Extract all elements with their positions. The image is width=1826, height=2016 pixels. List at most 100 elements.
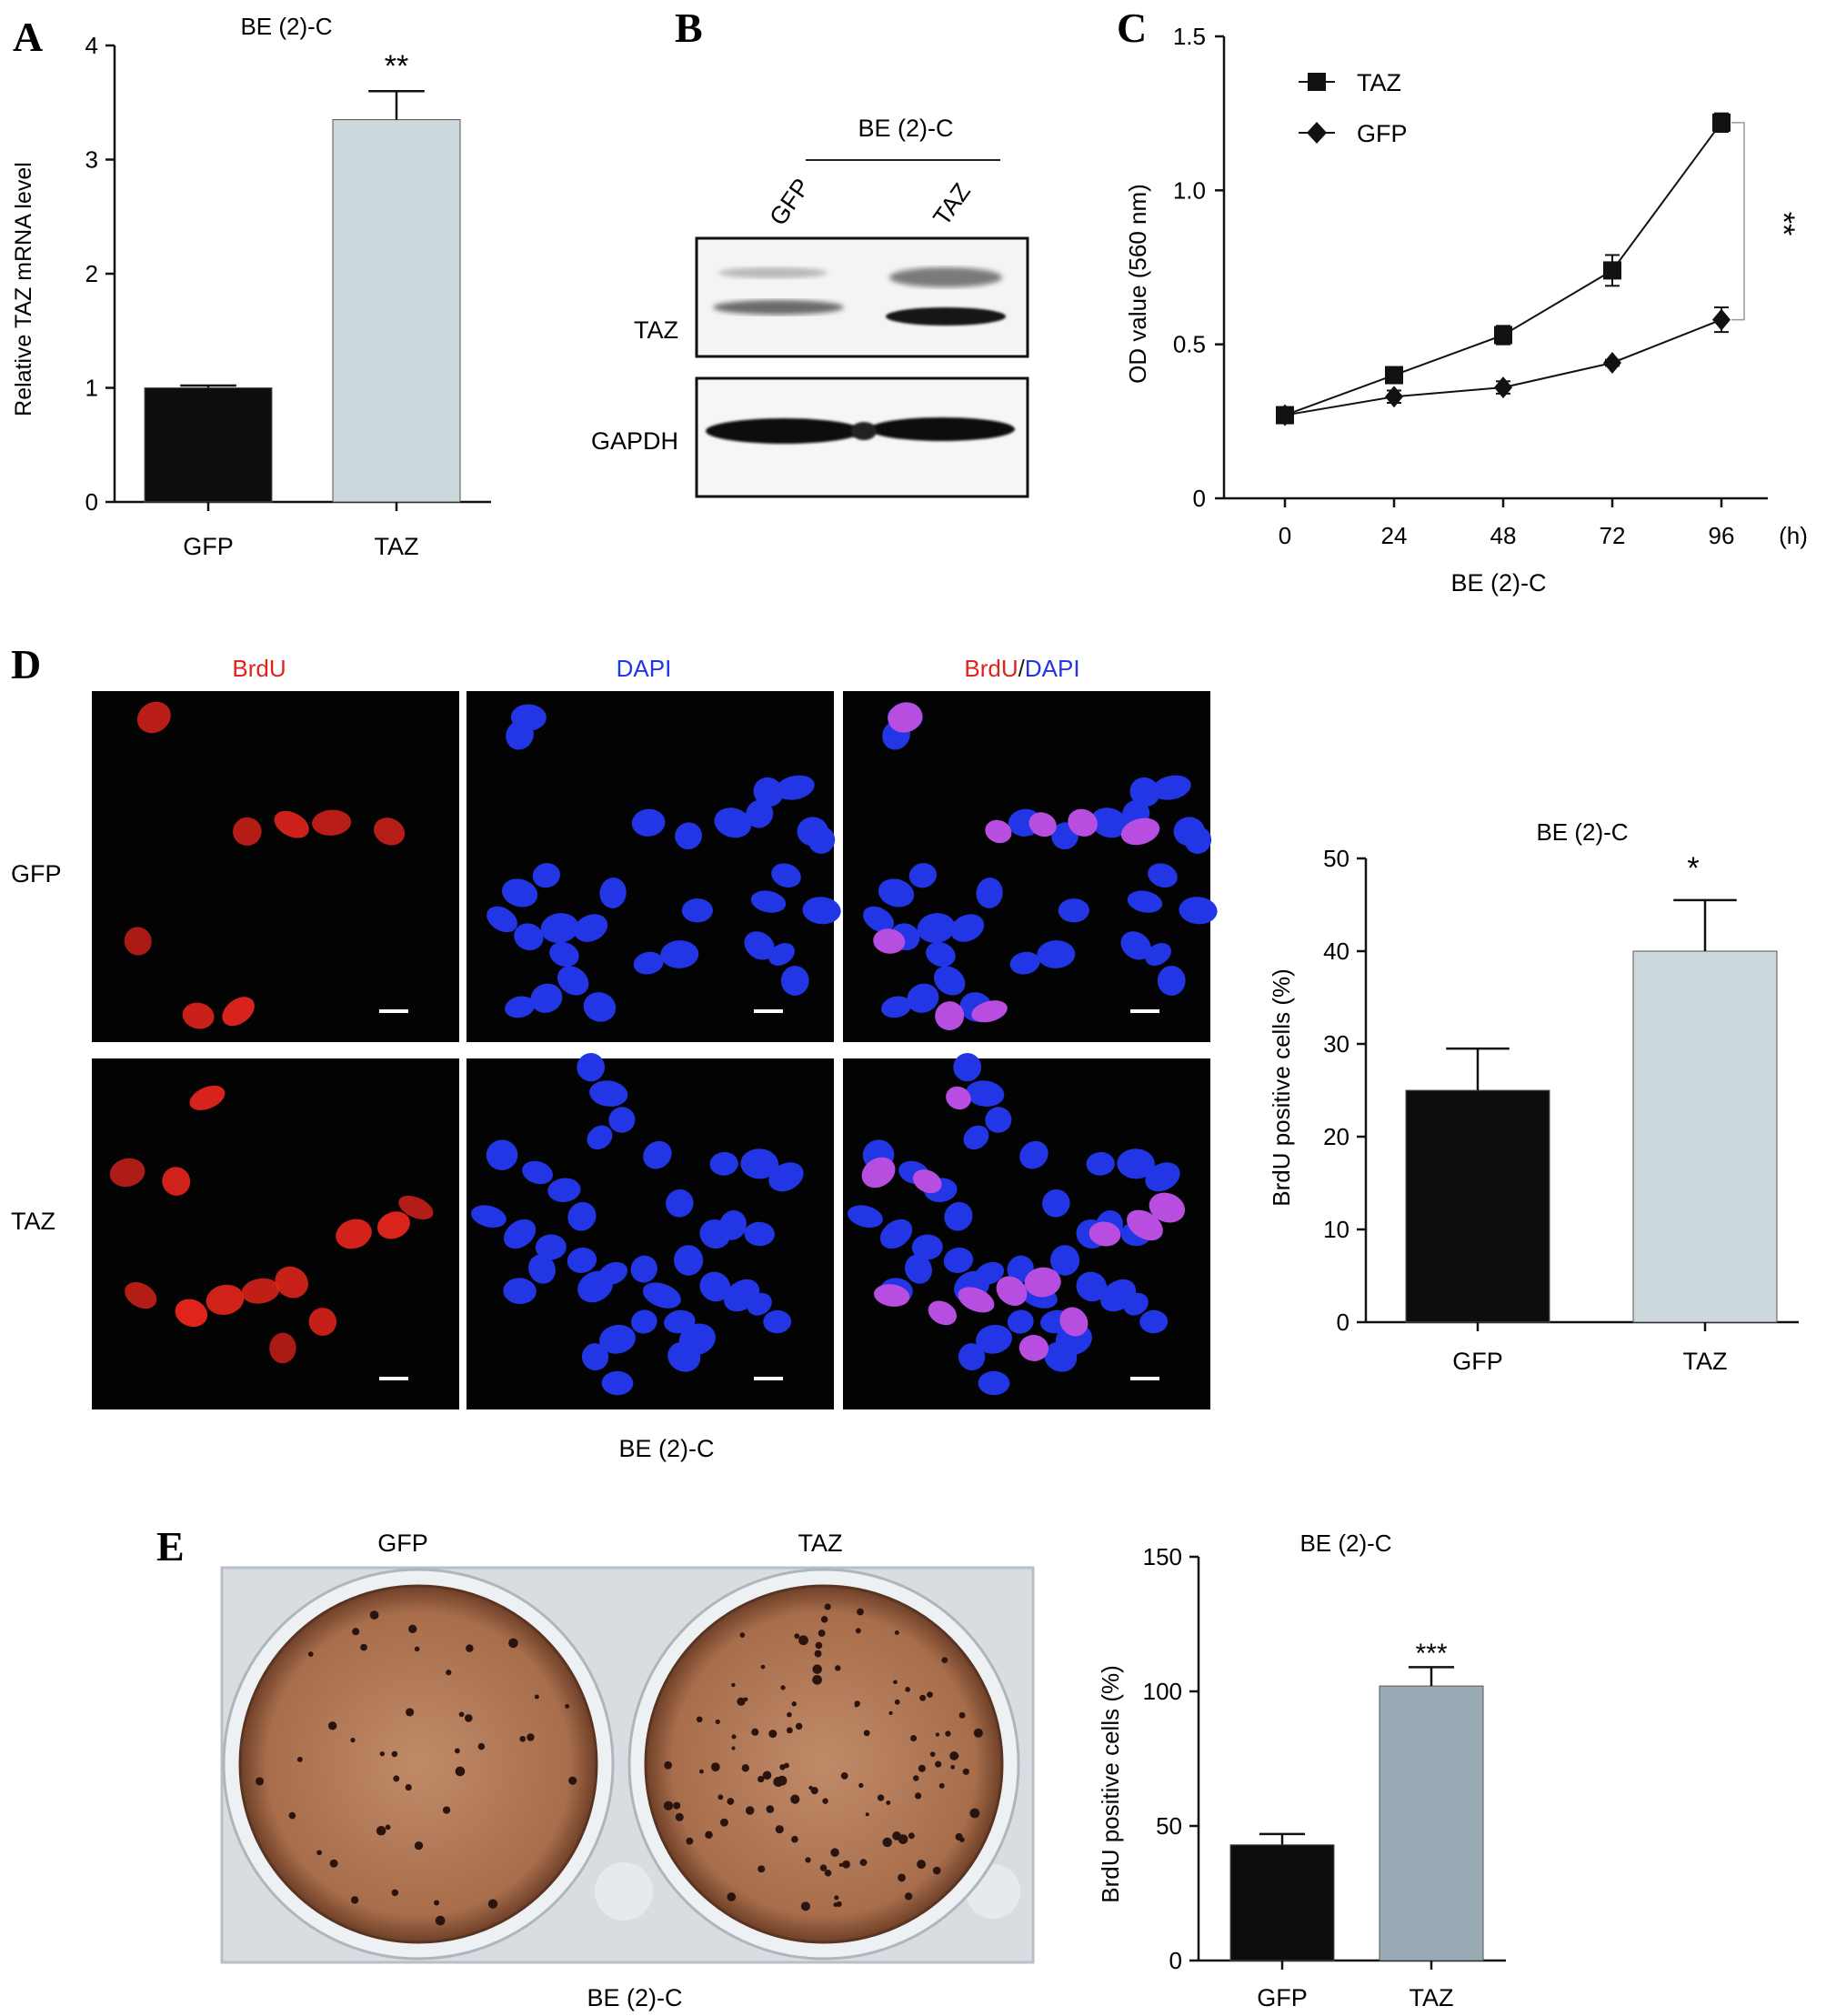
- cell-nucleus: [633, 951, 664, 975]
- cell-nucleus: [1058, 898, 1089, 923]
- cell-nucleus: [775, 775, 815, 800]
- colony: [941, 1657, 948, 1663]
- cell-nucleus: [109, 1158, 145, 1188]
- colony: [888, 1710, 893, 1715]
- colonies: [256, 1603, 983, 1926]
- colony: [932, 1866, 941, 1875]
- cell-nucleus: [162, 1167, 191, 1196]
- panel-e-chart-ylabel: BrdU positive cells (%): [1097, 1665, 1124, 1903]
- cell-nucleus: [567, 1201, 597, 1231]
- cell-nucleus: [269, 1332, 296, 1364]
- colony: [798, 1635, 808, 1646]
- colony: [819, 1864, 828, 1871]
- cell-nucleus: [1007, 1309, 1034, 1334]
- cell-nucleus: [1059, 1307, 1089, 1337]
- cell-nucleus: [275, 1266, 308, 1299]
- cell-nucleus: [881, 996, 912, 1018]
- colony: [760, 1664, 766, 1670]
- cell-nucleus: [1120, 931, 1151, 960]
- cell-nucleus: [944, 1201, 973, 1231]
- cell-nucleus: [549, 941, 579, 968]
- colony: [327, 1721, 337, 1730]
- panel-d-chart-title: BE (2)-C: [1536, 818, 1628, 846]
- micrograph-gfp-brdu: [92, 691, 459, 1042]
- panel-d-xtick-taz: TAZ: [1683, 1348, 1728, 1375]
- y-tick-label: 1.5: [1173, 23, 1206, 50]
- colony: [743, 1697, 748, 1702]
- colony: [959, 1837, 965, 1842]
- colony: [508, 1638, 518, 1649]
- cell-nucleus: [136, 701, 171, 734]
- cell-nucleus: [514, 923, 544, 951]
- cell-nucleus: [926, 941, 956, 968]
- cell-nucleus: [975, 1261, 1005, 1285]
- dish-gfp: [222, 1568, 615, 1961]
- cell-nucleus: [503, 1278, 537, 1305]
- cell-nucleus: [718, 1209, 747, 1240]
- colony: [836, 1901, 842, 1908]
- colony: [777, 1775, 788, 1786]
- colony: [352, 1628, 360, 1636]
- colony: [762, 1770, 772, 1780]
- colony: [790, 1794, 800, 1804]
- cell-nucleus: [1050, 1245, 1080, 1276]
- y-tick-label: 50: [1323, 845, 1349, 872]
- micrograph-gfp-dapi: [467, 691, 834, 1042]
- cell-nucleus: [312, 809, 352, 836]
- colony: [455, 1766, 466, 1777]
- panel-e-significance: ***: [1415, 1639, 1447, 1669]
- point-taz: [1494, 326, 1512, 345]
- y-tick-label: 30: [1323, 1030, 1349, 1058]
- cell-nucleus: [540, 913, 579, 944]
- cell-nucleus: [747, 1292, 772, 1316]
- colony: [820, 1616, 828, 1623]
- cell-nucleus: [206, 1284, 245, 1315]
- micrograph-grid: [92, 691, 1218, 1409]
- colony: [808, 1785, 813, 1790]
- colony: [699, 1769, 704, 1774]
- cell-nucleus: [907, 983, 939, 1013]
- cell-nucleus: [398, 1195, 434, 1220]
- panel-a: A BE (2)-C Relative TAZ mRNA level 0 1 2 3 4…: [11, 13, 491, 560]
- colony: [715, 1719, 720, 1725]
- cell-nucleus: [935, 1001, 965, 1030]
- colony: [818, 1630, 826, 1637]
- cell-nucleus: [740, 1148, 778, 1179]
- colony: [519, 1735, 527, 1742]
- colony: [858, 1782, 864, 1789]
- colony: [391, 1750, 398, 1758]
- colony: [838, 1862, 843, 1867]
- panel-c-x-unit: (h): [1779, 522, 1808, 549]
- cell-nucleus: [1157, 966, 1186, 996]
- colony: [904, 1892, 913, 1901]
- colony: [958, 1711, 966, 1719]
- colony: [405, 1783, 412, 1791]
- cell-nucleus: [709, 1151, 738, 1176]
- colony: [945, 1730, 951, 1737]
- colony: [256, 1777, 265, 1786]
- colony: [739, 1632, 746, 1638]
- panel-d-letter: D: [11, 641, 41, 687]
- cell-nucleus: [681, 898, 713, 923]
- x-tick-label: 72: [1600, 522, 1626, 549]
- cell-nucleus: [599, 1324, 636, 1354]
- cell-nucleus: [557, 966, 589, 996]
- panel-d-plot: 0 10 20 30 40 50: [1323, 845, 1799, 1336]
- y-tick-label: 10: [1323, 1216, 1349, 1243]
- taz-band-gfp-upper: [718, 267, 828, 278]
- colony: [834, 1895, 839, 1901]
- cell-nucleus: [643, 1140, 672, 1169]
- panel-c-plot: 0 0.5 1.0 1.5 0 24 48 72 96: [1173, 23, 1768, 549]
- cell-nucleus: [675, 822, 702, 850]
- colony: [857, 1608, 864, 1616]
- cell-nucleus: [522, 1160, 554, 1185]
- cell-nucleus: [667, 1341, 701, 1372]
- cell-nucleus: [376, 1211, 410, 1239]
- merge-label-brdu: BrdU: [964, 655, 1018, 682]
- legend-marker-taz: [1308, 73, 1326, 91]
- panel-d-xtick-gfp: GFP: [1452, 1348, 1503, 1375]
- cell-nucleus: [768, 943, 795, 966]
- point-gfp: [1603, 351, 1621, 374]
- colony: [768, 1730, 778, 1739]
- colony: [910, 1734, 918, 1742]
